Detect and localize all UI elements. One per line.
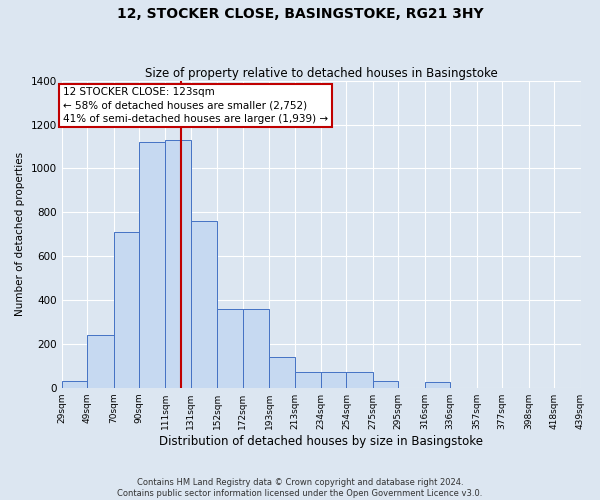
Bar	[425, 382, 450, 388]
X-axis label: Distribution of detached houses by size in Basingstoke: Distribution of detached houses by size …	[159, 434, 483, 448]
Bar	[113, 232, 139, 388]
Bar	[295, 372, 321, 388]
Bar	[346, 372, 373, 388]
Bar	[269, 357, 295, 388]
Bar	[217, 309, 242, 388]
Bar	[87, 335, 113, 388]
Title: Size of property relative to detached houses in Basingstoke: Size of property relative to detached ho…	[145, 66, 497, 80]
Text: Contains HM Land Registry data © Crown copyright and database right 2024.
Contai: Contains HM Land Registry data © Crown c…	[118, 478, 482, 498]
Bar	[166, 140, 191, 388]
Text: 12, STOCKER CLOSE, BASINGSTOKE, RG21 3HY: 12, STOCKER CLOSE, BASINGSTOKE, RG21 3HY	[116, 8, 484, 22]
Bar	[242, 309, 269, 388]
Text: 12 STOCKER CLOSE: 123sqm
← 58% of detached houses are smaller (2,752)
41% of sem: 12 STOCKER CLOSE: 123sqm ← 58% of detach…	[63, 87, 328, 124]
Bar	[321, 372, 346, 388]
Bar	[191, 221, 217, 388]
Bar	[62, 381, 87, 388]
Y-axis label: Number of detached properties: Number of detached properties	[15, 152, 25, 316]
Bar	[139, 142, 166, 388]
Bar	[373, 381, 398, 388]
